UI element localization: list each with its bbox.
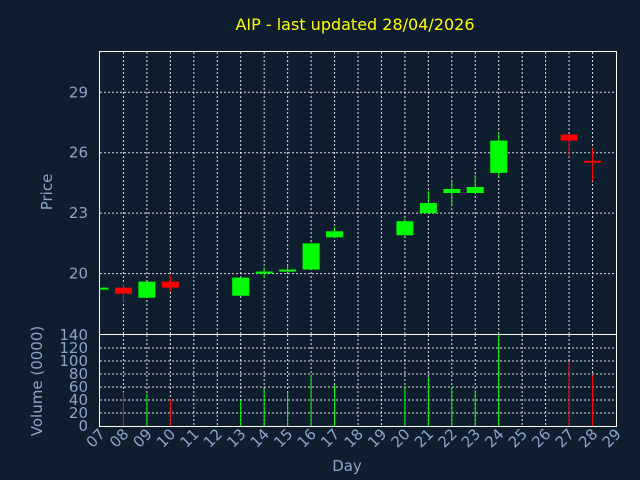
- x-tick-label: 19: [364, 425, 390, 451]
- x-tick-label: 11: [176, 425, 202, 451]
- candle-body: [560, 134, 578, 141]
- price-axis-label: Price: [38, 174, 56, 211]
- x-tick-label: 16: [294, 425, 320, 451]
- candle-body: [326, 231, 344, 238]
- candle: [100, 287, 109, 290]
- chart-title: AIP - last updated 28/04/2026: [235, 15, 474, 34]
- candle: [419, 190, 437, 214]
- candle: [560, 134, 578, 157]
- x-tick-label: 14: [247, 425, 273, 451]
- price-grid: [100, 52, 616, 334]
- x-tick-label: 23: [458, 425, 484, 451]
- candle-body: [161, 281, 179, 288]
- price-y-tick: 23: [69, 204, 88, 222]
- candle-body: [255, 271, 273, 274]
- x-tick-label: 09: [130, 425, 156, 451]
- x-tick-label: 22: [434, 425, 460, 451]
- candle: [255, 267, 273, 278]
- candles: [100, 132, 602, 302]
- price-y-ticks: 20 23 26 29: [69, 83, 88, 282]
- candle-body: [114, 287, 132, 294]
- x-tick-label: 28: [575, 425, 601, 451]
- volume-frame: [99, 334, 617, 427]
- candle-body: [584, 160, 602, 163]
- candle: [490, 132, 508, 177]
- candle: [232, 277, 250, 296]
- x-tick-label: 25: [505, 425, 531, 451]
- volume-bars: [122, 335, 594, 426]
- price-y-tick: 20: [69, 265, 88, 283]
- volume-y-tick: 40: [69, 391, 88, 409]
- candle-body: [443, 188, 461, 193]
- x-tick-label: 26: [528, 425, 554, 451]
- candle: [138, 281, 156, 298]
- candle-body: [138, 281, 156, 298]
- volume-y-tick: 60: [69, 378, 88, 396]
- volume-y-tick: 0: [78, 417, 88, 435]
- x-tick-label: 21: [411, 425, 437, 451]
- candle-body: [302, 243, 320, 270]
- candle: [279, 265, 297, 272]
- x-tick-label: 24: [481, 425, 507, 451]
- x-tick-label: 15: [270, 425, 296, 451]
- x-tick-label: 20: [388, 425, 414, 451]
- price-panel: 20 23 26 29 Price: [38, 51, 617, 335]
- volume-y-tick: 100: [59, 352, 88, 370]
- candle-body: [396, 221, 414, 236]
- candle: [584, 148, 602, 181]
- x-tick-label: 18: [341, 425, 367, 451]
- candle-body: [490, 140, 508, 173]
- volume-y-tick: 140: [59, 326, 88, 344]
- x-tick-label: 12: [200, 425, 226, 451]
- candle: [443, 180, 461, 206]
- x-tick-label: 08: [106, 425, 132, 451]
- candle-body: [232, 277, 250, 296]
- volume-y-tick: 80: [69, 365, 88, 383]
- candle-body: [466, 186, 484, 193]
- candle-body: [100, 287, 109, 290]
- x-tick-label: 13: [223, 425, 249, 451]
- volume-y-tick: 120: [59, 339, 88, 357]
- x-tick-label: 17: [317, 425, 343, 451]
- candle: [326, 227, 344, 238]
- x-axis-ticks: 0708091011121314151617181920212223242526…: [83, 425, 625, 451]
- volume-axis-label: Volume (0000): [28, 326, 46, 436]
- x-tick-label: 27: [552, 425, 578, 451]
- candle-body: [279, 269, 297, 272]
- volume-grid: [100, 335, 616, 426]
- price-y-tick: 26: [69, 144, 88, 162]
- candle: [114, 283, 132, 302]
- candle: [396, 219, 414, 236]
- candle-body: [419, 203, 437, 214]
- x-axis-label: Day: [332, 457, 362, 475]
- x-tick-label: 29: [599, 425, 625, 451]
- x-tick-label: 10: [153, 425, 179, 451]
- price-y-tick: 29: [69, 83, 88, 101]
- volume-y-tick: 20: [69, 404, 88, 422]
- candle: [302, 243, 320, 270]
- candle: [466, 174, 484, 193]
- candle: [161, 275, 179, 292]
